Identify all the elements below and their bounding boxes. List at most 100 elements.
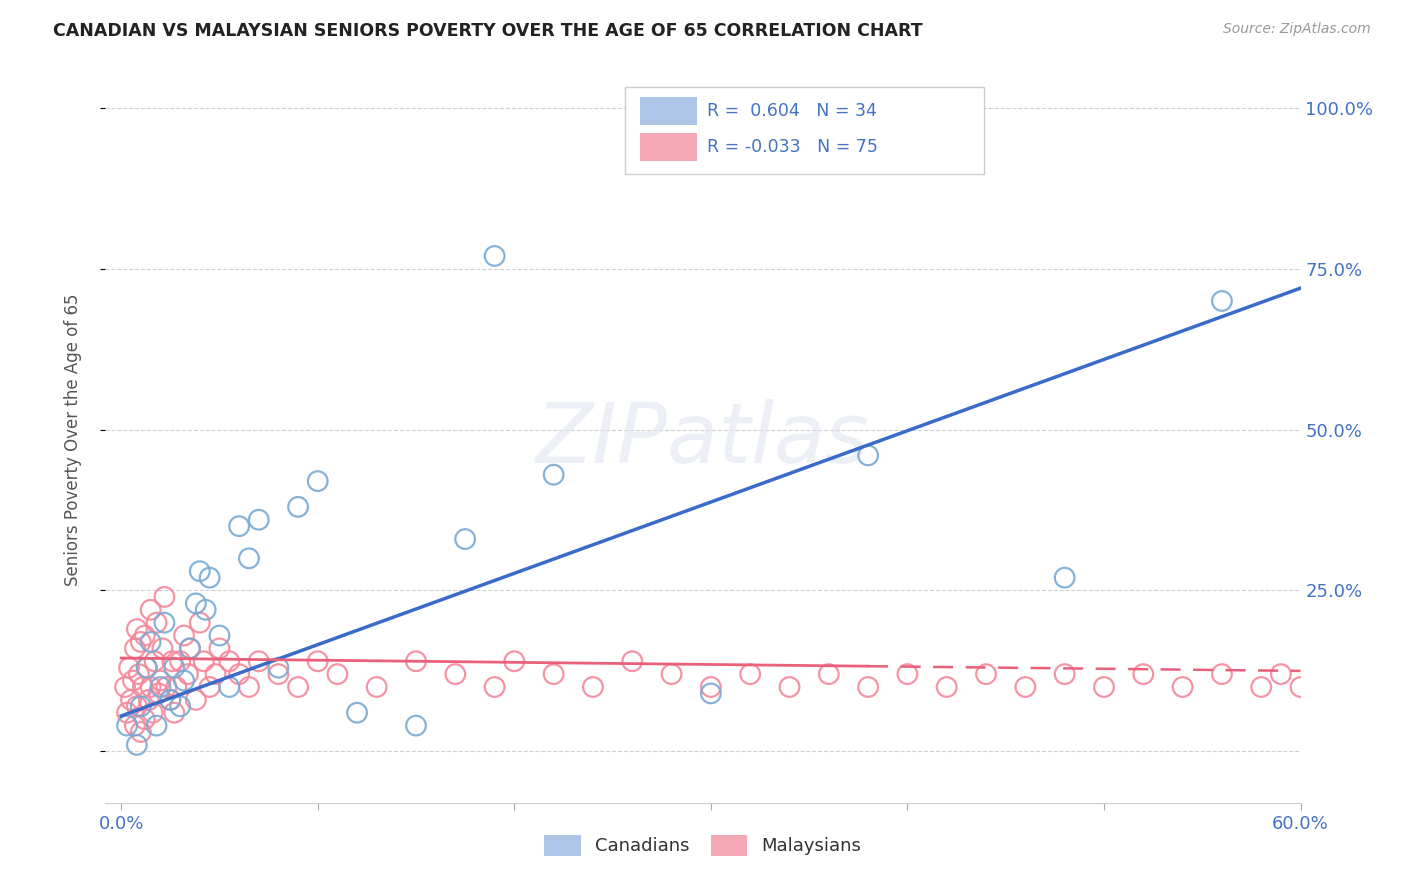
Point	[194, 603, 217, 617]
Bar	[640, 133, 697, 161]
Point	[153, 615, 176, 630]
Point	[163, 661, 186, 675]
Point	[132, 680, 155, 694]
Point	[405, 718, 427, 732]
Point	[267, 661, 290, 675]
Point	[139, 680, 162, 694]
Point	[135, 661, 157, 675]
Point	[149, 680, 172, 694]
Point	[184, 596, 207, 610]
Point	[484, 249, 506, 263]
Point	[543, 467, 565, 482]
Point	[148, 686, 170, 700]
Point	[1053, 667, 1076, 681]
Point	[115, 718, 138, 732]
Point	[1132, 667, 1154, 681]
Point	[543, 667, 565, 681]
Point	[267, 667, 290, 681]
Y-axis label: Seniors Poverty Over the Age of 65: Seniors Poverty Over the Age of 65	[63, 293, 82, 585]
Point	[366, 680, 388, 694]
Point	[779, 680, 801, 694]
Point	[1053, 571, 1076, 585]
Legend: Canadians, Malaysians: Canadians, Malaysians	[537, 828, 869, 863]
Point	[163, 706, 186, 720]
Point	[1014, 680, 1036, 694]
Point	[153, 590, 176, 604]
Point	[700, 686, 723, 700]
Point	[228, 519, 250, 533]
Point	[135, 661, 157, 675]
Point	[128, 667, 150, 681]
Point	[139, 603, 162, 617]
Point	[159, 693, 181, 707]
Point	[152, 641, 174, 656]
Point	[173, 628, 195, 642]
Point	[238, 551, 260, 566]
Point	[179, 641, 201, 656]
Point	[198, 571, 221, 585]
Point	[155, 680, 177, 694]
Point	[1211, 293, 1233, 308]
Point	[326, 667, 349, 681]
Point	[142, 706, 165, 720]
Point	[1211, 667, 1233, 681]
Point	[740, 667, 762, 681]
Point	[208, 641, 231, 656]
Point	[228, 667, 250, 681]
Point	[143, 654, 166, 668]
Point	[405, 654, 427, 668]
Point	[125, 622, 148, 636]
Point	[817, 667, 839, 681]
Point	[238, 680, 260, 694]
Point	[444, 667, 467, 681]
Point	[974, 667, 997, 681]
Point	[856, 449, 879, 463]
Point	[149, 673, 172, 688]
Text: CANADIAN VS MALAYSIAN SENIORS POVERTY OVER THE AGE OF 65 CORRELATION CHART: CANADIAN VS MALAYSIAN SENIORS POVERTY OV…	[53, 22, 924, 40]
Point	[115, 706, 138, 720]
Point	[307, 474, 329, 488]
Point	[454, 532, 477, 546]
Text: R = -0.033   N = 75: R = -0.033 N = 75	[707, 138, 877, 156]
Point	[139, 635, 162, 649]
Point	[179, 641, 201, 656]
Point	[118, 661, 141, 675]
Text: ZIPatlas: ZIPatlas	[536, 399, 870, 480]
Point	[138, 693, 160, 707]
Point	[145, 615, 167, 630]
Point	[346, 706, 368, 720]
Point	[218, 654, 240, 668]
Point	[193, 654, 215, 668]
Point	[484, 680, 506, 694]
Point	[114, 680, 136, 694]
Point	[125, 699, 148, 714]
Point	[621, 654, 644, 668]
Point	[124, 641, 146, 656]
Point	[582, 680, 605, 694]
Point	[935, 680, 957, 694]
Point	[208, 628, 231, 642]
Point	[896, 667, 918, 681]
Point	[129, 699, 152, 714]
Point	[169, 654, 191, 668]
Point	[159, 693, 181, 707]
Point	[661, 667, 683, 681]
Point	[169, 699, 191, 714]
Point	[204, 667, 226, 681]
Point	[218, 680, 240, 694]
Point	[165, 680, 187, 694]
Point	[1092, 680, 1115, 694]
Point	[124, 718, 146, 732]
Text: Source: ZipAtlas.com: Source: ZipAtlas.com	[1223, 22, 1371, 37]
Point	[134, 712, 156, 726]
Point	[134, 628, 156, 642]
Point	[184, 693, 207, 707]
Point	[1171, 680, 1194, 694]
Point	[1289, 680, 1312, 694]
Point	[129, 635, 152, 649]
Point	[122, 673, 145, 688]
Point	[120, 693, 142, 707]
Point	[162, 654, 184, 668]
Point	[188, 564, 211, 578]
Point	[129, 725, 152, 739]
